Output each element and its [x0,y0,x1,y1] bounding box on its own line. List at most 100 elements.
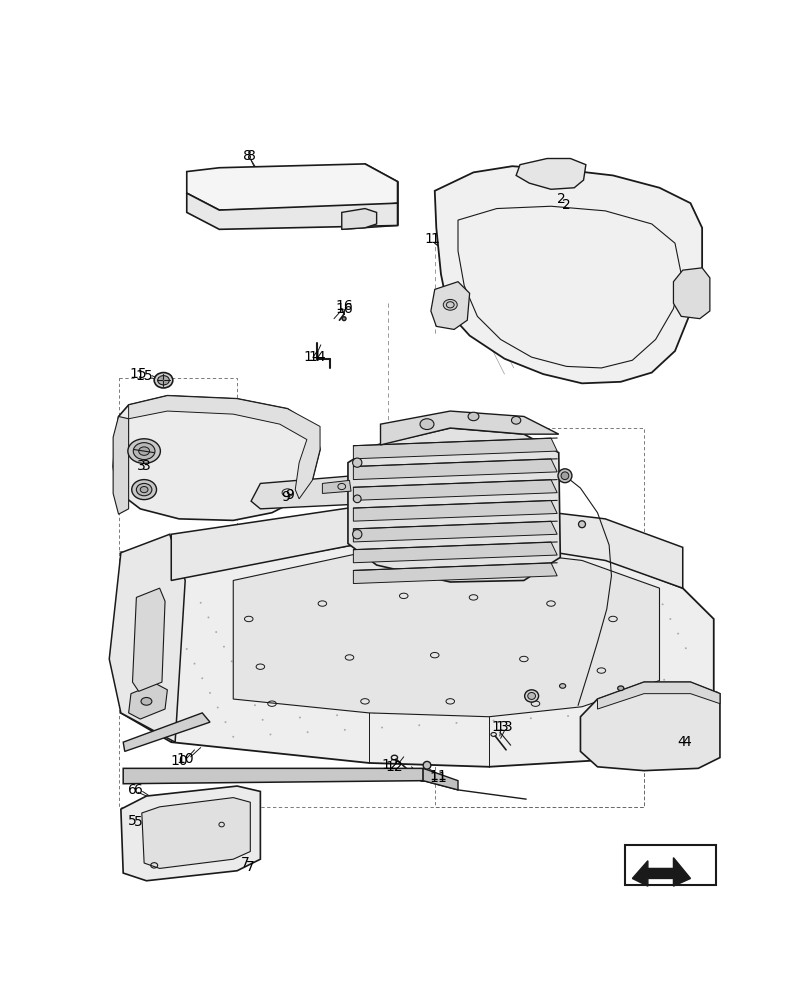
Ellipse shape [617,686,623,691]
Ellipse shape [201,677,203,679]
Ellipse shape [350,668,352,670]
Ellipse shape [535,656,538,658]
Polygon shape [123,713,210,751]
Ellipse shape [312,670,315,672]
Ellipse shape [483,630,485,631]
Ellipse shape [401,620,403,621]
Ellipse shape [215,631,217,633]
Ellipse shape [443,299,457,310]
Ellipse shape [410,710,412,712]
Ellipse shape [573,654,574,656]
Ellipse shape [232,736,234,738]
Polygon shape [632,858,689,886]
Ellipse shape [269,733,271,735]
Ellipse shape [566,715,569,717]
Text: 4: 4 [681,735,690,749]
Ellipse shape [610,652,611,654]
Ellipse shape [394,680,397,682]
Ellipse shape [491,644,492,646]
Ellipse shape [319,610,320,611]
Text: 15: 15 [130,367,148,381]
Ellipse shape [261,719,264,721]
Ellipse shape [348,593,350,595]
Ellipse shape [438,617,440,619]
Polygon shape [322,480,350,493]
Ellipse shape [252,629,254,631]
Ellipse shape [237,600,238,601]
Text: 15: 15 [135,369,152,383]
Ellipse shape [363,622,366,624]
Ellipse shape [373,712,375,714]
Ellipse shape [661,603,663,605]
Polygon shape [171,505,682,588]
Ellipse shape [341,317,345,321]
Text: 13: 13 [495,720,513,734]
Ellipse shape [342,653,344,655]
Ellipse shape [504,598,506,600]
Text: 8: 8 [247,149,255,163]
Ellipse shape [596,698,598,700]
Ellipse shape [641,710,642,712]
Ellipse shape [208,692,211,694]
Ellipse shape [133,443,155,460]
Polygon shape [341,209,376,229]
Ellipse shape [276,673,277,675]
Polygon shape [353,542,556,563]
Ellipse shape [298,717,301,718]
Text: 4: 4 [676,735,684,749]
Ellipse shape [477,690,478,692]
Ellipse shape [549,610,551,612]
Ellipse shape [513,688,516,690]
Ellipse shape [557,469,571,483]
Polygon shape [353,521,556,542]
Text: 1: 1 [430,232,439,246]
Ellipse shape [416,649,418,651]
Text: 12: 12 [385,760,403,774]
Ellipse shape [393,605,395,607]
Polygon shape [251,476,374,509]
Ellipse shape [579,593,581,595]
Polygon shape [516,158,586,189]
Ellipse shape [297,641,299,643]
Ellipse shape [136,483,152,496]
Ellipse shape [334,639,336,641]
Ellipse shape [524,690,538,702]
Text: 11: 11 [429,771,447,785]
Text: 14: 14 [303,350,320,364]
Ellipse shape [484,705,487,707]
Ellipse shape [498,659,500,661]
Text: 7: 7 [246,860,255,874]
Ellipse shape [170,619,172,621]
Ellipse shape [543,671,545,673]
Ellipse shape [527,692,534,699]
Ellipse shape [467,600,470,602]
Polygon shape [121,786,260,881]
Ellipse shape [676,633,678,635]
Text: 3: 3 [142,460,151,474]
Ellipse shape [447,707,449,709]
Ellipse shape [127,439,161,463]
Text: 9: 9 [281,490,290,504]
Text: 9: 9 [285,488,294,502]
Polygon shape [128,396,320,499]
Ellipse shape [352,458,362,467]
Text: 16: 16 [335,302,353,316]
Ellipse shape [496,583,499,585]
Polygon shape [128,684,167,719]
Polygon shape [597,682,719,709]
Ellipse shape [423,761,431,769]
Ellipse shape [371,636,373,638]
Ellipse shape [542,596,543,598]
Ellipse shape [244,614,247,616]
Polygon shape [113,416,128,514]
Ellipse shape [327,624,328,626]
Ellipse shape [684,647,686,649]
Ellipse shape [560,472,569,480]
Ellipse shape [577,521,585,528]
Text: 3: 3 [137,460,146,474]
Ellipse shape [379,651,381,653]
Ellipse shape [356,607,358,609]
Polygon shape [580,682,719,771]
Ellipse shape [320,685,322,687]
Ellipse shape [670,693,672,695]
